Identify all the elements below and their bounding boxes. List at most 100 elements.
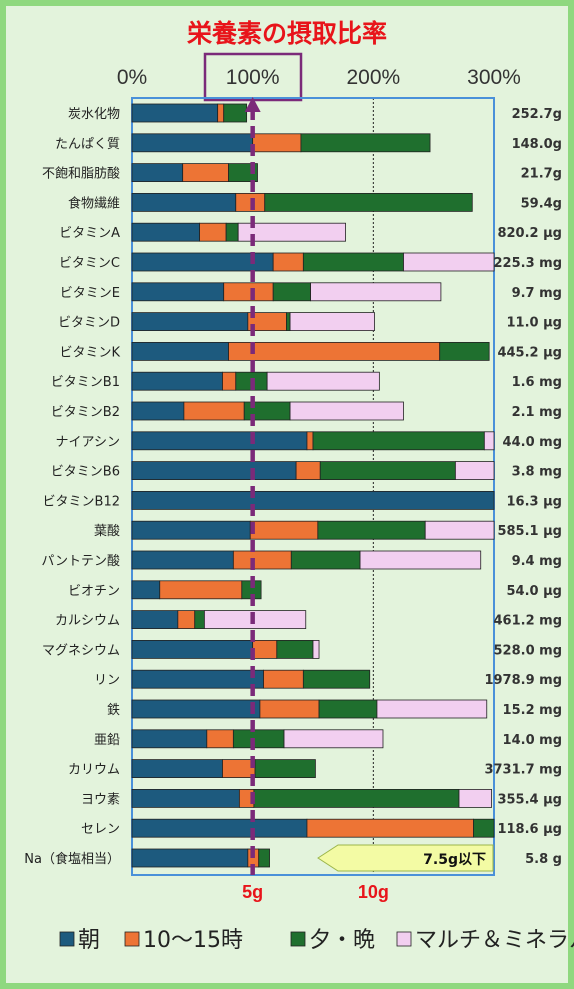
bar-segment xyxy=(306,818,474,838)
bar-segment xyxy=(232,729,285,749)
bar-segment xyxy=(237,222,346,242)
bar-segment xyxy=(232,550,292,570)
bar-segment xyxy=(266,371,380,391)
bar-segment xyxy=(454,461,495,481)
bar-segment xyxy=(258,848,270,868)
legend-label: 10～15時 xyxy=(143,928,243,953)
total-label: 2.1 mg xyxy=(512,405,562,420)
bar-segment xyxy=(131,640,254,659)
bar-segment xyxy=(253,789,460,808)
bar-segment xyxy=(228,163,258,183)
plot-border xyxy=(131,97,495,876)
bar-segment xyxy=(359,550,482,570)
bar-segment xyxy=(302,252,404,272)
bar-segment xyxy=(225,222,239,242)
category-label: ビタミンB1 xyxy=(51,375,120,390)
total-label: 528.0 mg xyxy=(494,643,563,658)
total-label: 461.2 mg xyxy=(494,614,563,629)
bar-segment xyxy=(319,461,456,481)
bar-segment xyxy=(289,401,404,421)
bar-segment xyxy=(131,192,237,212)
bar-segment xyxy=(131,848,249,868)
total-label: 118.6 μg xyxy=(497,822,562,837)
bar-segment xyxy=(203,610,307,629)
x-tick-label: 300% xyxy=(467,66,521,89)
bar-segment xyxy=(310,282,442,302)
category-label: ビタミンB2 xyxy=(51,405,120,420)
legend-label: 朝 xyxy=(78,928,100,953)
category-label: ナイアシン xyxy=(56,435,120,450)
bar-segment xyxy=(159,580,243,600)
total-label: 225.3 mg xyxy=(494,256,563,271)
total-label: 3.8 mg xyxy=(512,465,562,480)
total-label: 54.0 μg xyxy=(507,584,562,599)
bar-segment xyxy=(223,282,274,302)
total-label: 5.8 g xyxy=(525,852,562,867)
bar-segment xyxy=(131,789,240,808)
bar-segment xyxy=(403,252,495,272)
bar-segment xyxy=(290,550,361,570)
bar-segment xyxy=(249,520,319,540)
category-label: ビオチン xyxy=(68,584,120,599)
bar-segment xyxy=(131,103,219,123)
category-label: ビタミンB6 xyxy=(51,465,120,480)
bar-segment xyxy=(131,133,254,153)
bar-segment xyxy=(317,520,426,540)
bar-segment xyxy=(235,192,266,212)
bar-segment xyxy=(206,729,234,749)
category-label: セレン xyxy=(81,822,120,837)
total-label: 21.7g xyxy=(521,167,562,182)
bar-segment xyxy=(376,699,488,719)
category-label: カルシウム xyxy=(55,614,120,629)
legend-swatch xyxy=(290,931,306,947)
bar-segment xyxy=(286,312,291,332)
bar-segment xyxy=(223,103,248,123)
total-label: 1.6 mg xyxy=(512,375,562,390)
category-label: 食物繊維 xyxy=(68,195,120,211)
bar-segment xyxy=(483,431,495,451)
total-label: 1978.9 mg xyxy=(484,673,562,688)
bar-segment xyxy=(302,669,371,689)
bar-segment xyxy=(131,550,234,570)
total-label: 9.7 mg xyxy=(512,286,562,301)
bar-segment xyxy=(131,163,184,183)
bar-segment xyxy=(131,222,200,242)
bar-segment xyxy=(264,192,473,212)
bar-segment xyxy=(131,282,225,302)
sodium-limit-annotation: 7.5g以下 xyxy=(317,844,494,872)
bar-segment xyxy=(131,759,223,778)
bar-segment xyxy=(272,282,311,302)
bar-segment xyxy=(276,640,314,659)
bar-segment xyxy=(131,580,161,600)
category-label: 鉄 xyxy=(107,703,120,718)
bar-segment xyxy=(131,312,249,332)
x-tick-label: 100% xyxy=(226,66,280,89)
total-label: 3731.7 mg xyxy=(484,763,562,778)
legend-label: マルチ＆ミネラル xyxy=(415,928,574,953)
annotation-text: 7.5g以下 xyxy=(423,852,486,868)
bar-segment xyxy=(131,461,297,481)
bar-segment xyxy=(300,133,431,153)
bar-segment xyxy=(295,461,321,481)
legend-swatch xyxy=(124,931,140,947)
category-label: マグネシウム xyxy=(42,643,120,658)
reference-arrow-head xyxy=(244,97,261,112)
category-label: たんぱく質 xyxy=(55,137,120,152)
bar-segment xyxy=(259,699,320,719)
total-label: 11.0 μg xyxy=(507,316,562,331)
bar-segment xyxy=(312,640,320,659)
total-label: 44.0 mg xyxy=(503,435,562,450)
bar-segment xyxy=(131,371,223,391)
category-label: 亜鉛 xyxy=(94,733,120,748)
bar-segment xyxy=(252,133,302,153)
bar-segment xyxy=(289,312,375,332)
bar-segment xyxy=(217,103,225,123)
bar-segment xyxy=(131,431,308,451)
bar-segment xyxy=(283,729,384,749)
legend-swatch xyxy=(59,931,75,947)
bar-segment xyxy=(177,610,196,629)
bar-segment xyxy=(263,669,304,689)
bar-segment xyxy=(131,520,251,540)
total-label: 16.3 μg xyxy=(507,494,562,509)
total-label: 148.0g xyxy=(512,137,562,152)
